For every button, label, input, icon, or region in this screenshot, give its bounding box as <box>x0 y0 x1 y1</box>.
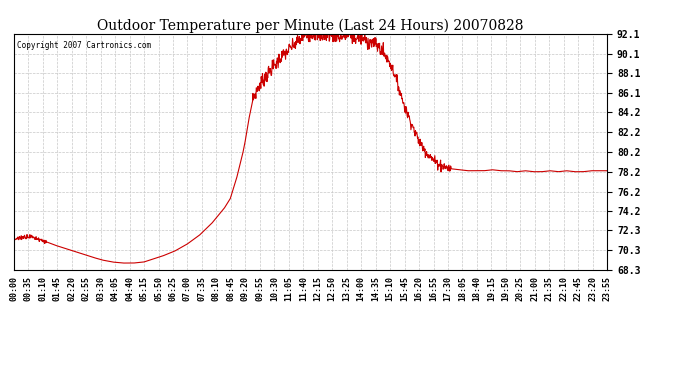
Text: Copyright 2007 Cartronics.com: Copyright 2007 Cartronics.com <box>17 41 151 50</box>
Title: Outdoor Temperature per Minute (Last 24 Hours) 20070828: Outdoor Temperature per Minute (Last 24 … <box>97 18 524 33</box>
